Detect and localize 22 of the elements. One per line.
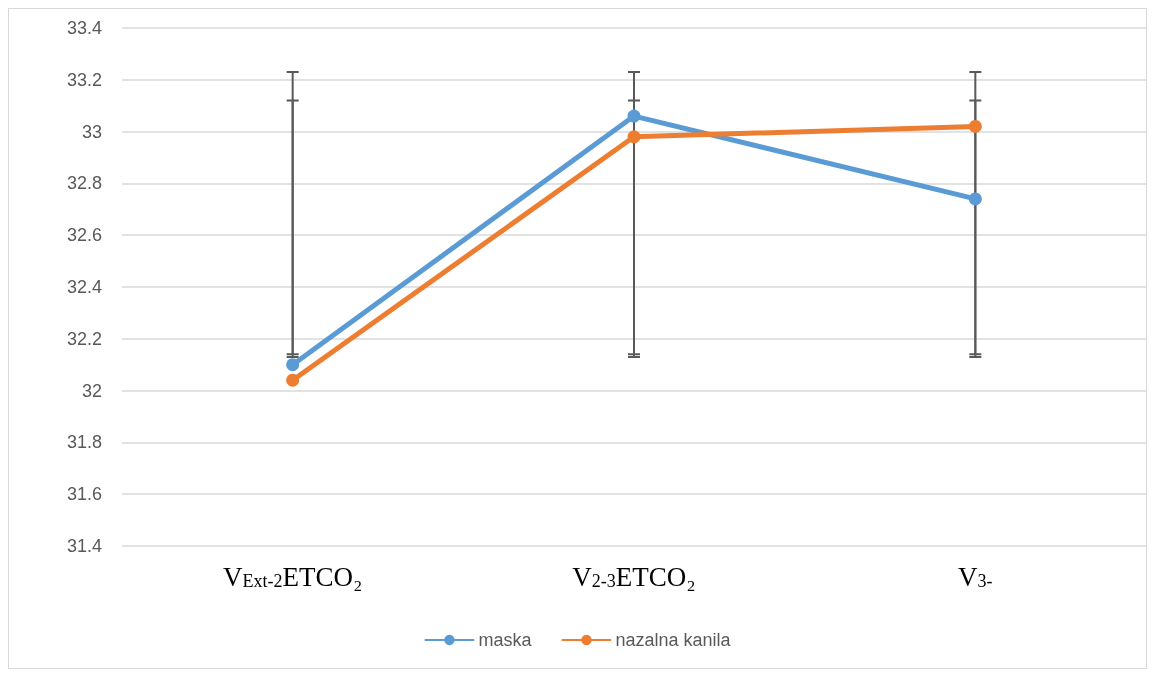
y-tick-label: 32.8 — [66, 173, 102, 194]
y-tick-label: 31.6 — [66, 484, 102, 505]
legend-label: maska — [478, 630, 533, 650]
x-tick-label: V3- — [958, 561, 993, 592]
point — [627, 109, 641, 123]
point — [968, 119, 982, 133]
y-tick-label: 33.2 — [66, 69, 102, 90]
y-tick-label: 32.6 — [66, 225, 102, 246]
y-tick-label: 31.4 — [66, 536, 102, 556]
y-tick-label: 31.8 — [66, 432, 102, 453]
y-tick-label: 32.2 — [66, 328, 102, 349]
point — [286, 373, 300, 387]
x-tick-label: V2-3ETCO₂ — [572, 561, 696, 592]
y-tick-label: 32.4 — [66, 277, 102, 297]
point — [627, 130, 641, 144]
y-tick-label: 33.4 — [66, 18, 102, 38]
point — [968, 192, 982, 206]
legend-label: nazalna kanila — [615, 630, 732, 650]
y-tick-label: 32 — [81, 380, 102, 401]
x-tick-label: VExt-2ETCO₂ — [222, 561, 363, 592]
point — [286, 358, 300, 372]
y-tick-label: 33 — [81, 121, 102, 142]
